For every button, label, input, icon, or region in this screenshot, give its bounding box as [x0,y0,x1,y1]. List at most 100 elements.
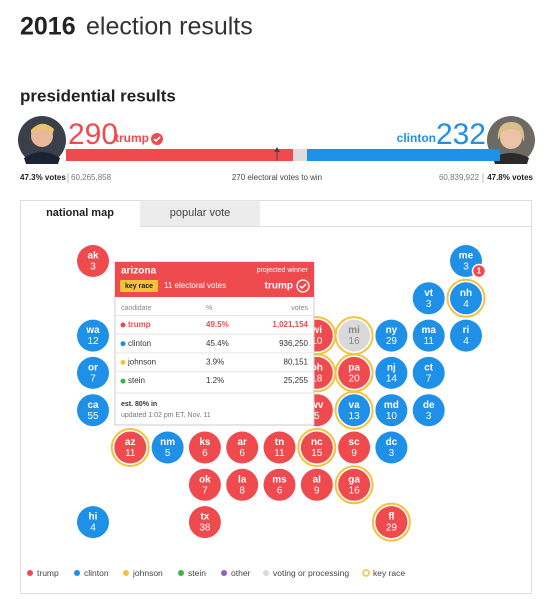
candidate-votes: 936,250 [279,339,308,348]
trump-electoral-votes: 290 [68,118,118,151]
state-abbr: az [125,437,136,448]
state-abbr: ct [424,363,434,374]
clinton-votes: 60,839,922 [439,173,480,182]
popup-winner: trump [265,281,293,292]
state-abbr: nh [460,288,472,299]
state-abbr: al [313,474,322,485]
legend-label: trump [37,568,59,578]
state-circle[interactable] [338,431,371,464]
state-circle[interactable] [188,431,221,464]
legend-label: other [231,568,251,578]
state-circle[interactable] [338,356,371,389]
clinton-electoral-votes: 232 [436,118,486,151]
legend-swatch [74,570,80,576]
state-circle[interactable] [450,282,482,315]
tab-national-map[interactable]: national map [46,207,114,219]
state-badge [471,263,487,279]
state-circle[interactable] [263,431,296,464]
legend-swatch [263,570,269,576]
state-abbr: dc [386,437,398,448]
state-abbr: nj [387,363,396,374]
state-circle[interactable] [338,394,371,427]
state-votes: 29 [386,523,398,534]
candidate-dot [120,359,126,365]
state-votes: 11 [274,448,285,459]
state-abbr: or [88,363,98,374]
state-circle[interactable] [375,394,408,427]
key-race-ring [110,428,150,467]
trump-percent: 47.3% votes [20,173,66,182]
state-circle[interactable] [412,282,445,315]
state-circle[interactable] [77,394,109,427]
state-votes: 11 [424,336,435,347]
state-circle[interactable] [450,319,482,352]
subtitle: presidential results [20,86,176,105]
state-circle[interactable] [77,356,109,389]
state-abbr: ri [463,325,470,336]
trump-name: trump [115,131,149,145]
state-circle[interactable] [375,506,408,539]
state-circle[interactable] [77,245,109,277]
col-percent: % [206,305,212,312]
state-circle[interactable] [412,319,445,352]
tab-popular-vote[interactable]: popular vote [170,207,231,219]
state-abbr: tx [200,512,209,523]
key-race-ring [334,390,374,430]
state-abbr: ar [237,437,247,448]
state-circle[interactable] [375,356,408,389]
state-circle[interactable] [375,431,408,464]
state-circle[interactable] [375,319,408,352]
state-abbr: nc [311,437,323,448]
state-circle[interactable] [263,468,296,501]
year: 2016 [20,13,76,41]
state-circle[interactable] [412,356,445,389]
candidate-votes: 1,021,154 [272,320,308,329]
candidate-percent: 45.4% [206,339,229,348]
state-abbr: hi [89,512,98,523]
state-abbr: wi [311,325,323,336]
state-votes: 3 [90,262,96,273]
state-abbr: ks [199,437,211,448]
clinton-percent: 47.8% votes [487,173,533,182]
tab-inactive[interactable] [140,200,260,227]
state-circle[interactable] [151,431,184,464]
state-votes: 16 [349,485,361,496]
state-abbr: ms [272,474,287,485]
trump-avatar [18,116,66,164]
state-circle[interactable] [188,506,221,539]
key-race-badge [120,280,158,292]
state-abbr: la [238,474,247,485]
state-circle[interactable] [77,319,109,352]
state-votes: 9 [314,485,320,496]
state-votes: 18 [311,374,323,385]
state-votes: 29 [386,336,398,347]
state-circle[interactable] [300,468,333,501]
state-abbr: sc [349,437,361,448]
state-circle[interactable] [226,468,259,501]
state-abbr: oh [311,363,323,374]
legend-swatch [27,570,33,576]
state-circle[interactable] [300,431,333,464]
state-circle[interactable] [188,468,221,501]
state-votes: 8 [239,485,245,496]
legend-label: johnson [132,568,163,578]
state-circle[interactable] [412,394,445,427]
state-votes: 7 [426,374,432,385]
state-votes: 6 [239,448,245,459]
state-circle[interactable] [338,468,371,501]
trump-check-icon [151,133,163,145]
key-race-ring [334,465,374,505]
winner-check-icon [296,279,310,293]
state-votes: 13 [349,411,361,422]
state-abbr: mi [348,325,360,336]
state-circle[interactable] [338,319,371,352]
popup-state: arizona [121,266,156,277]
state-circle[interactable] [114,431,147,464]
state-circle[interactable] [77,506,109,539]
legend-label: clinton [84,568,109,578]
state-circle[interactable] [226,431,259,464]
state-votes: 38 [199,523,211,534]
popup-rows: trump 49.5% 1,021,154 clinton 45.4% 936,250 jo… [115,315,314,385]
state-votes: 15 [311,448,323,459]
trump-bar [66,149,293,161]
